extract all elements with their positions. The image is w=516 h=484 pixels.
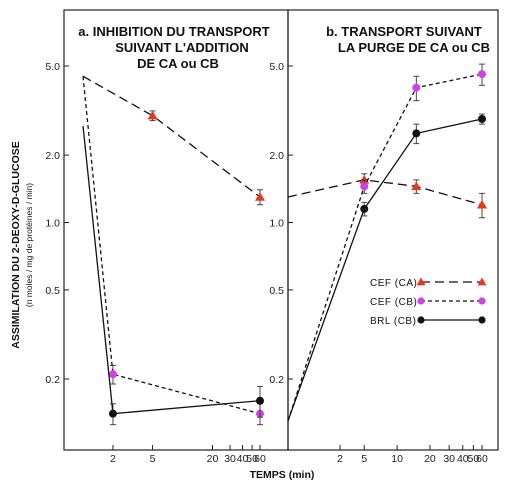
y-tick-label: 0.5 xyxy=(45,285,60,297)
panel-b-title-line-1: b. TRANSPORT SUIVANT xyxy=(326,24,482,39)
panel-a-title-line-3: DE CA ou CB xyxy=(137,56,219,71)
legend-label: CEF (CB) xyxy=(370,297,417,308)
data-point xyxy=(360,182,369,191)
x-tick-label: 40 xyxy=(237,453,249,465)
data-point xyxy=(360,204,369,213)
y-tick-label: 5.0 xyxy=(269,61,284,73)
data-point xyxy=(478,70,486,79)
panel-b-title-line-2: LA PURGE DE CA ou CB xyxy=(338,40,490,55)
x-tick-label: 5 xyxy=(361,453,367,465)
data-point xyxy=(478,316,486,324)
data-point xyxy=(412,129,421,138)
data-point xyxy=(147,110,158,120)
x-tick-label: 60 xyxy=(254,453,266,465)
data-point xyxy=(477,199,487,209)
x-tick-label: 20 xyxy=(207,453,219,465)
series-line xyxy=(82,125,261,415)
y-axis-label: ASSIMILATION DU 2-DEOXY-D-GLUCOSE xyxy=(10,141,22,348)
x-axis-label: TEMPS (min) xyxy=(250,469,315,481)
series-line xyxy=(287,118,483,422)
x-tick-label: 40 xyxy=(457,453,469,465)
data-point xyxy=(417,297,425,305)
series-line xyxy=(82,75,261,198)
legend-label: CEF (CA) xyxy=(370,278,417,289)
x-tick-label: 20 xyxy=(424,453,436,465)
x-tick-label: 30 xyxy=(224,453,236,465)
series-line xyxy=(287,179,483,206)
y-tick-label: 0.2 xyxy=(45,374,60,386)
x-tick-label: 60 xyxy=(476,453,488,465)
series-line xyxy=(82,76,261,415)
y-tick-label: 2.0 xyxy=(45,150,60,162)
data-point xyxy=(108,370,117,379)
data-point xyxy=(411,181,422,191)
panel-a-title-line-1: a. INHIBITION DU TRANSPORT xyxy=(78,24,269,39)
x-tick-label: 5 xyxy=(150,453,156,465)
x-tick-label: 50 xyxy=(468,453,480,465)
data-point xyxy=(478,297,486,305)
y-tick-label: 5.0 xyxy=(45,61,60,73)
x-tick-label: 30 xyxy=(443,453,455,465)
panel-a-title-line-2: SUIVANT L'ADDITION xyxy=(115,40,249,55)
data-point xyxy=(255,191,265,201)
panel-b-series xyxy=(287,63,487,422)
x-tick-label: 50 xyxy=(246,453,258,465)
series-line xyxy=(287,73,483,422)
x-tick-label: 2 xyxy=(110,453,116,465)
data-point xyxy=(256,396,264,405)
x-tick-label: 2 xyxy=(337,453,343,465)
y-tick-label: 0.5 xyxy=(269,285,284,297)
y-axis-units: (n moles / mg de protéines / min) xyxy=(24,183,34,307)
legend: CEF (CA) CEF (CB) BRL (CB) xyxy=(370,277,487,327)
data-point xyxy=(417,316,425,324)
y-tick-label: 2.0 xyxy=(269,150,284,162)
data-point xyxy=(416,277,426,286)
panel-a-series xyxy=(82,75,265,426)
y-tick-label: 1.0 xyxy=(269,218,284,230)
x-tick-label: 10 xyxy=(391,453,403,465)
panel-a-frame xyxy=(63,9,289,451)
y-tick-label: 1.0 xyxy=(45,218,60,230)
data-point xyxy=(412,83,421,92)
data-point xyxy=(477,277,487,286)
data-point xyxy=(108,409,117,418)
legend-label: BRL (CB) xyxy=(370,316,416,327)
data-point xyxy=(478,114,486,123)
y-tick-label: 0.2 xyxy=(269,374,284,386)
panel-b-frame xyxy=(287,9,499,451)
